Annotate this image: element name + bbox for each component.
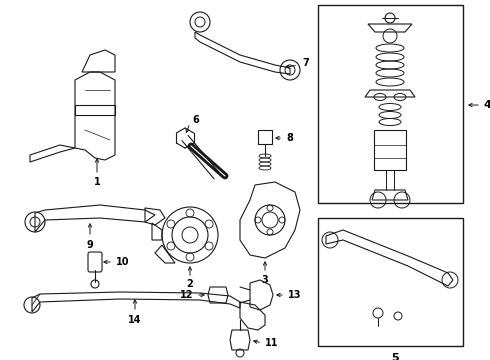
Text: 2: 2	[187, 279, 194, 289]
Text: 5: 5	[391, 353, 399, 360]
Bar	[318, 5, 463, 203]
Text: 4: 4	[483, 100, 490, 110]
Text: 10: 10	[116, 257, 129, 267]
Text: 12: 12	[179, 290, 193, 300]
Text: 6: 6	[192, 115, 199, 125]
Text: 1: 1	[94, 177, 100, 187]
Text: 11: 11	[265, 338, 278, 348]
Text: 7: 7	[302, 58, 309, 68]
Bar	[258, 130, 272, 144]
Text: 8: 8	[286, 133, 293, 143]
Text: 9: 9	[87, 240, 94, 250]
Text: 14: 14	[128, 315, 142, 325]
Text: 3: 3	[262, 275, 269, 285]
Bar	[318, 218, 463, 346]
Text: 13: 13	[288, 290, 301, 300]
